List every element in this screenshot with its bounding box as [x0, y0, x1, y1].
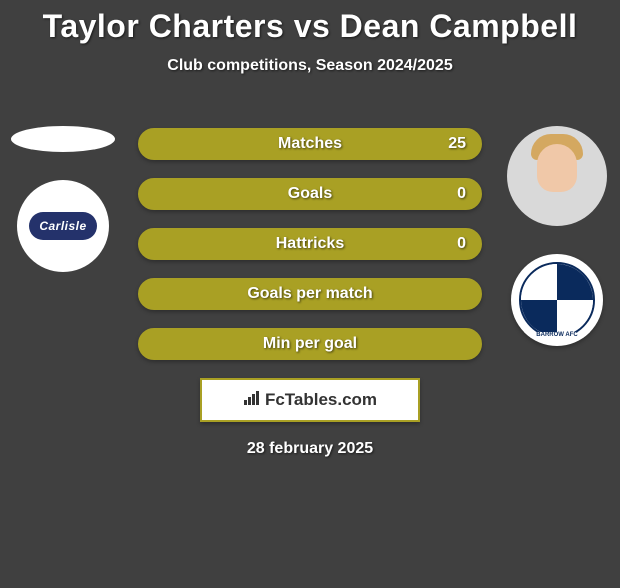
stat-row-matches: Matches 25: [138, 128, 482, 160]
stat-row-hattricks: Hattricks 0: [138, 228, 482, 260]
stat-label: Min per goal: [263, 335, 357, 353]
stat-row-goals-per-match: Goals per match: [138, 278, 482, 310]
stat-row-goals: Goals 0: [138, 178, 482, 210]
stats-area: Matches 25 Goals 0 Hattricks 0 Goals per…: [0, 128, 620, 458]
stat-label: Hattricks: [276, 235, 344, 253]
brand-box: FcTables.com: [200, 378, 420, 422]
stat-value: 25: [448, 135, 466, 153]
brand-text: FcTables.com: [265, 390, 377, 410]
date-text: 28 february 2025: [0, 440, 620, 458]
stat-label: Goals: [288, 185, 332, 203]
stat-label: Matches: [278, 135, 342, 153]
stat-value: 0: [457, 185, 466, 203]
subtitle: Club competitions, Season 2024/2025: [0, 57, 620, 75]
stat-value: 0: [457, 235, 466, 253]
page-title: Taylor Charters vs Dean Campbell: [0, 8, 620, 45]
chart-icon: [243, 390, 261, 411]
stat-row-min-per-goal: Min per goal: [138, 328, 482, 360]
stat-label: Goals per match: [247, 285, 372, 303]
